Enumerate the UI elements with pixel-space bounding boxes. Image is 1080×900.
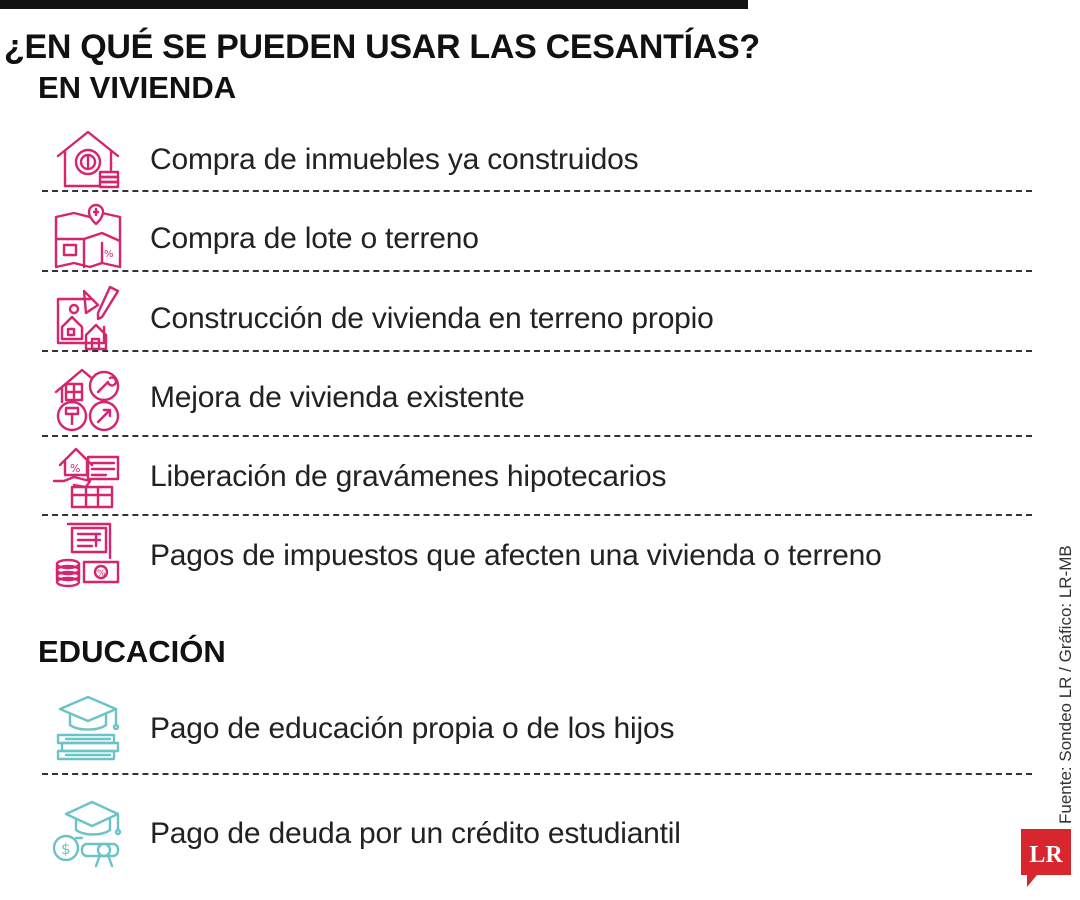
svg-text:%: % <box>70 462 80 475</box>
svg-text:$: $ <box>61 840 71 858</box>
tax-document-coins-icon: % <box>52 520 124 592</box>
list-item-vivienda-1: Compra de inmuebles ya construidos <box>40 120 1035 200</box>
item-label: Compra de inmuebles ya construidos <box>150 143 639 176</box>
item-label: Mejora de vivienda existente <box>150 381 525 414</box>
dashed-divider <box>42 435 1032 437</box>
item-label: Pago de educación propia o de los hijos <box>150 712 675 745</box>
item-label: Pagos de impuestos que afecten una vivie… <box>150 539 882 572</box>
house-coin-icon <box>52 124 124 196</box>
home-repair-tools-icon <box>52 362 124 434</box>
lr-logo: LR <box>1021 829 1071 887</box>
svg-text:%: % <box>97 569 106 579</box>
dashed-divider <box>42 350 1032 352</box>
list-item-vivienda-4: Mejora de vivienda existente <box>40 358 1035 438</box>
list-item-vivienda-3: Construcción de vivienda en terreno prop… <box>40 279 1035 359</box>
dashed-divider <box>42 514 1032 516</box>
top-rule <box>0 0 748 9</box>
list-item-vivienda-6: % Pagos de impuestos que afecten una viv… <box>40 516 1035 596</box>
list-item-vivienda-5: % Liberación de gravámenes hipotecarios <box>40 437 1035 517</box>
dashed-divider <box>42 190 1032 192</box>
item-label: Construcción de vivienda en terreno prop… <box>150 302 714 335</box>
page-title: ¿EN QUÉ SE PUEDEN USAR LAS CESANTÍAS? <box>4 28 760 66</box>
list-item-vivienda-2: % Compra de lote o terreno <box>40 199 1035 279</box>
land-map-icon: % <box>52 203 124 275</box>
item-label: Pago de deuda por un crédito estudiantil <box>150 817 681 850</box>
lr-logo-text: LR <box>1029 842 1063 868</box>
dashed-divider <box>42 270 1032 272</box>
section-heading-educacion: EDUCACIÓN <box>38 634 226 669</box>
item-label: Compra de lote o terreno <box>150 222 479 255</box>
list-item-educacion-2: $ Pago de deuda por un crédito estudiant… <box>40 794 1035 874</box>
graduation-cap-books-icon <box>52 693 124 765</box>
source-credit: Fuente: Sondeo LR / Gráfico: LR-MB <box>1056 545 1075 824</box>
construction-blueprint-icon <box>52 283 124 355</box>
section-heading-vivienda: EN VIVIENDA <box>38 70 237 105</box>
dashed-divider <box>42 773 1032 775</box>
list-item-educacion-1: Pago de educación propia o de los hijos <box>40 689 1035 769</box>
item-label: Liberación de gravámenes hipotecarios <box>150 460 667 493</box>
mortgage-hand-icon: % <box>52 441 124 513</box>
svg-text:%: % <box>104 249 114 260</box>
graduation-cap-diploma-coin-icon: $ <box>52 798 124 870</box>
